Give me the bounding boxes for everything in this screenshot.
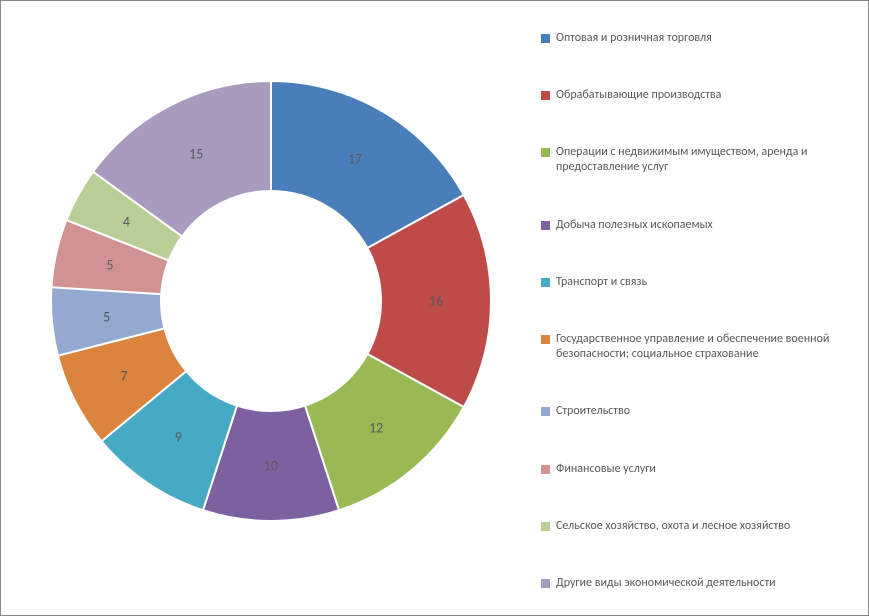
legend-item: Операции с недвижимым имуществом, аренда… [541,145,851,175]
legend-swatch [541,579,550,588]
legend-swatch [541,278,550,287]
chart-container: 171612109755415 Оптовая и розничная торг… [0,0,869,616]
legend-swatch [541,34,550,43]
legend-item: Добыча полезных ископаемых [541,218,851,233]
legend-swatch [541,407,550,416]
legend-label: Строительство [556,404,630,419]
donut-svg [31,61,511,541]
legend-label: Сельское хозяйство, охота и лесное хозяй… [556,519,790,534]
legend-item: Обрабатывающие производства [541,88,851,103]
legend-label: Другие виды экономической деятельности [556,576,776,591]
legend-item: Другие виды экономической деятельности [541,576,851,591]
legend-item: Строительство [541,404,851,419]
legend-item: Оптовая и розничная торговля [541,31,851,46]
legend-swatch [541,148,550,157]
legend-swatch [541,91,550,100]
donut-chart: 171612109755415 [31,61,511,541]
legend-swatch [541,522,550,531]
legend-label: Транспорт и связь [556,275,647,290]
legend-item: Сельское хозяйство, охота и лесное хозяй… [541,519,851,534]
legend-label: Государственное управление и обеспечение… [556,332,836,362]
legend-swatch [541,465,550,474]
legend-item: Транспорт и связь [541,275,851,290]
legend-swatch [541,221,550,230]
legend-label: Добыча полезных ископаемых [556,218,713,233]
legend: Оптовая и розничная торговля Обрабатывающ… [541,31,851,591]
legend-item: Государственное управление и обеспечение… [541,332,851,362]
legend-swatch [541,335,550,344]
legend-item: Финансовые услуги [541,462,851,477]
legend-label: Операции с недвижимым имуществом, аренда… [556,145,836,175]
legend-label: Оптовая и розничная торговля [556,31,712,46]
legend-label: Финансовые услуги [556,462,656,477]
legend-label: Обрабатывающие производства [556,88,721,103]
